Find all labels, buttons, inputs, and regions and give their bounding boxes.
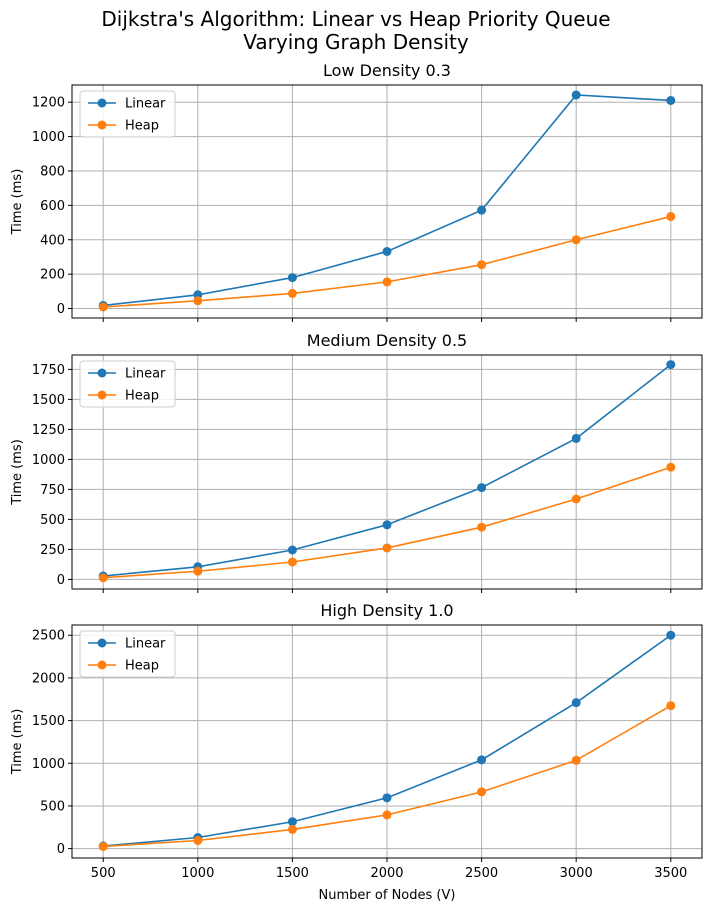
panel-2: Medium Density 0.5 0 250 500 750 1000 1250 1500… [10,331,703,593]
data-point-heap [287,824,297,834]
y-tick-label: 2500 [32,629,65,644]
data-point-heap [666,212,676,222]
y-tick-label: 1000 [32,757,65,772]
data-point-heap [98,573,108,583]
y-tick-label: 1500 [32,714,65,729]
y-tick-label: 250 [40,543,65,558]
data-point-heap [477,787,487,797]
data-point-heap [193,566,203,576]
data-point-heap [477,522,487,532]
x-tick-label: 500 [91,866,116,881]
y-tick-label: 0 [57,842,65,857]
y-tick-label: 1200 [32,96,65,111]
data-point-linear [571,90,581,100]
legend-label-heap: Heap [125,119,159,134]
y-tick-label: 500 [40,799,65,814]
data-point-linear [382,246,392,256]
axes-frame [71,624,703,859]
data-point-heap [666,462,676,472]
x-tick-label: 2500 [465,866,498,881]
legend-label-heap: Heap [125,389,159,404]
axes-frame [71,84,703,319]
y-tick-label: 200 [40,268,65,283]
data-point-linear [571,698,581,708]
y-axis-label: Time (ms) [10,439,25,506]
data-point-linear [287,817,297,827]
data-point-heap [571,755,581,765]
x-tick-label: 3000 [560,866,593,881]
data-point-linear [666,95,676,105]
panel-1: Low Density 0.3 0 200 400 600 800 1000 1200 Time… [10,61,703,322]
data-point-heap [571,494,581,504]
data-point-heap [287,557,297,567]
x-tick-label: 1500 [276,866,309,881]
y-tick-label: 400 [40,233,65,248]
panel-title: Medium Density 0.5 [307,331,467,350]
legend-marker-heap [97,660,107,670]
y-tick-label: 1500 [32,393,65,408]
legend-label-linear: Linear [125,637,166,652]
y-tick-label: 0 [57,302,65,317]
y-axis-label: Time (ms) [10,709,25,776]
data-point-heap [477,260,487,270]
legend: Linear Heap [79,90,176,138]
legend: Linear Heap [79,360,176,408]
data-point-heap [382,810,392,820]
y-tick-label: 1750 [32,363,65,378]
data-point-heap [666,701,676,711]
data-point-heap [287,288,297,298]
x-tick-label: 1000 [181,866,214,881]
y-tick-label: 500 [40,513,65,528]
figure-title-line: Dijkstra's Algorithm: Linear vs Heap Pri… [101,7,610,31]
data-point-heap [382,277,392,287]
data-point-heap [193,836,203,846]
data-point-linear [477,205,487,215]
data-point-linear [477,483,487,493]
y-tick-label: 800 [40,164,65,179]
legend: Linear Heap [79,630,176,678]
data-point-linear [382,793,392,803]
data-point-linear [666,630,676,640]
legend-marker-heap [97,390,107,400]
figure-title-line: Varying Graph Density [243,30,469,54]
legend-label-heap: Heap [125,659,159,674]
y-tick-label: 0 [57,573,65,588]
panel-title: High Density 1.0 [320,601,453,620]
y-axis-label: Time (ms) [10,169,25,236]
axes-frame [71,354,703,590]
x-tick-label: 3500 [654,866,687,881]
data-point-linear [666,360,676,370]
legend-marker-heap [97,120,107,130]
panel-title: Low Density 0.3 [323,61,451,80]
legend-label-linear: Linear [125,367,166,382]
y-tick-label: 2000 [32,671,65,686]
legend-marker-linear [97,98,107,108]
data-point-linear [382,520,392,530]
data-point-linear [477,755,487,765]
data-point-linear [287,273,297,283]
y-tick-label: 600 [40,199,65,214]
data-point-heap [98,841,108,851]
legend-marker-linear [97,368,107,378]
y-tick-label: 750 [40,483,65,498]
panel-3: High Density 1.0 0 500 1000 1500 2000 2500 500 1… [10,601,703,881]
y-tick-label: 1250 [32,423,65,438]
x-tick-label: 2000 [370,866,403,881]
y-tick-label: 1000 [32,130,65,145]
y-tick-label: 1000 [32,453,65,468]
x-axis-label: Number of Nodes (V) [319,888,456,903]
data-point-heap [98,302,108,312]
data-point-linear [287,545,297,555]
data-point-linear [571,433,581,443]
legend-marker-linear [97,638,107,648]
data-point-heap [571,235,581,245]
data-point-heap [382,543,392,553]
legend-label-linear: Linear [125,97,166,112]
data-point-heap [193,296,203,306]
